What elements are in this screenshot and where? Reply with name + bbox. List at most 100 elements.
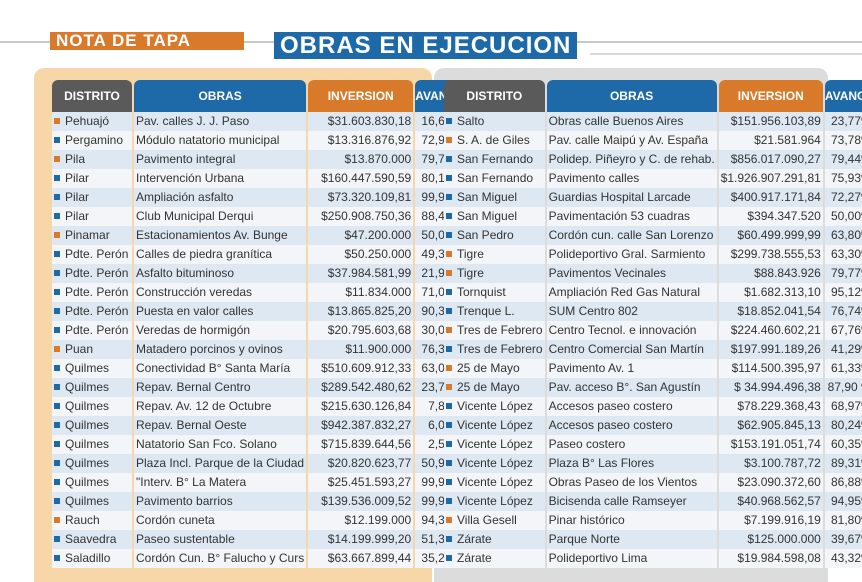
table-row: Tres de Febrero Centro Tecnol. e innovaci… [444, 321, 862, 340]
table-row: Salto Obras calle Buenos Aires $151.956.10… [444, 112, 862, 131]
square-bullet-icon [54, 383, 60, 390]
distrito-text: San Miguel [457, 190, 518, 204]
distrito-text: Puan [65, 342, 94, 356]
table-row: Tigre Polideportivo Gral. Sarmiento $299.7… [444, 245, 862, 264]
distrito-text: 25 de Mayo [457, 380, 520, 394]
distrito-cell: Tornquist [444, 283, 545, 302]
table-row: Puan Matadero porcinos y ovinos $11.900.00… [52, 340, 465, 359]
page-title: OBRAS EN EJECUCION [274, 32, 578, 59]
obra-cell: Conectividad B° Santa María [134, 359, 307, 378]
table-row: San Miguel Pavimentación 53 cuadras $394.3… [444, 207, 862, 226]
distrito-text: Pdte. Perón [65, 323, 129, 337]
avance-cell: 68,97% [824, 397, 862, 416]
inversion-cell: $1.926.907.291,81 [718, 169, 823, 188]
distrito-text: Vicente López [457, 399, 533, 413]
distrito-text: Quilmes [65, 437, 110, 451]
distrito-text: Pilar [65, 171, 90, 185]
distrito-cell: Rauch [52, 511, 132, 530]
square-bullet-icon [54, 345, 60, 352]
table-body-right: Salto Obras calle Buenos Aires $151.956.10… [444, 112, 862, 568]
square-bullet-icon [446, 288, 452, 295]
distrito-text: Pdte. Perón [65, 304, 129, 318]
distrito-cell: Vicente López [444, 435, 545, 454]
inversion-cell: $88.843.926 [718, 264, 823, 283]
avance-cell: 76,74% [824, 302, 862, 321]
distrito-cell: Vicente López [444, 416, 545, 435]
inversion-cell: $715.839.644,56 [308, 435, 414, 454]
distrito-cell: Pdte. Perón [52, 302, 132, 321]
table-row: San Miguel Guardias Hospital Larcade $400.… [444, 188, 862, 207]
distrito-text: Quilmes [65, 361, 110, 375]
inversion-cell: $400.917.171,84 [718, 188, 823, 207]
obra-cell: Polideportivo Gral. Sarmiento [546, 245, 717, 264]
inversion-cell: $125.000.000 [718, 530, 823, 549]
obra-cell: Obras calle Buenos Aires [546, 112, 717, 131]
obra-cell: Módulo natatorio municipal [134, 131, 307, 150]
works-table-right: DISTRITO OBRAS INVERSION AVANCE Salto Obr… [442, 80, 862, 568]
distrito-cell: San Fernando [444, 150, 545, 169]
distrito-text: Tigre [457, 266, 484, 280]
table-row: Quilmes Conectividad B° Santa María $510.6… [52, 359, 465, 378]
avance-cell: 79,44% [824, 150, 862, 169]
distrito-text: Pdte. Perón [65, 247, 129, 261]
table-row: Pilar Club Municipal Derqui $250.908.750,3… [52, 207, 465, 226]
distrito-cell: Saavedra [52, 530, 132, 549]
inversion-cell: $114.500.395,97 [718, 359, 823, 378]
square-bullet-icon [54, 269, 60, 276]
table-row: Pdte. Perón Veredas de hormigón $20.795.60… [52, 321, 465, 340]
table-row: Tornquist Ampliación Red Gas Natural $1.68… [444, 283, 862, 302]
table-row: Saavedra Paseo sustentable $14.199.999,20 5… [52, 530, 465, 549]
distrito-cell: Pdte. Perón [52, 321, 132, 340]
distrito-cell: Vicente López [444, 473, 545, 492]
inversion-cell: $37.984.581,99 [308, 264, 414, 283]
table-row: Quilmes Repav. Bernal Centro $289.542.480,… [52, 378, 465, 397]
distrito-text: Pila [65, 152, 86, 166]
section-label: NOTA DE TAPA [50, 32, 244, 50]
distrito-text: Quilmes [65, 456, 110, 470]
obra-cell: Polideportivo Lima [546, 549, 717, 568]
inversion-cell: $14.199.999,20 [308, 530, 414, 549]
distrito-cell: Pilar [52, 188, 132, 207]
distrito-cell: Vicente López [444, 492, 545, 511]
distrito-text: San Pedro [457, 228, 514, 242]
obra-cell: Pav. acceso B°. San Agustín [546, 378, 717, 397]
table-row: Saladillo Cordón Cun. B° Falucho y Curs $6… [52, 549, 465, 568]
inversion-cell: $62.905.845,13 [718, 416, 823, 435]
table-row: 25 de Mayo Pavimento Av. 1 $114.500.395,97… [444, 359, 862, 378]
square-bullet-icon [54, 554, 60, 561]
inversion-cell: $215.630.126,84 [308, 397, 414, 416]
distrito-cell: Pergamino [52, 131, 132, 150]
avance-cell: 23,77% [824, 112, 862, 131]
square-bullet-icon [446, 516, 452, 523]
inversion-cell: $78.229.368,43 [718, 397, 823, 416]
obra-cell: "Interv. B° La Matera [134, 473, 307, 492]
distrito-cell: Quilmes [52, 473, 132, 492]
distrito-text: Zárate [457, 532, 492, 546]
square-bullet-icon [446, 554, 452, 561]
distrito-cell: San Fernando [444, 169, 545, 188]
inversion-cell: $11.834.000 [308, 283, 414, 302]
table-row: Pilar Ampliación asfalto $73.320.109,81 99,… [52, 188, 465, 207]
square-bullet-icon [54, 326, 60, 333]
avance-cell: 75,93% [824, 169, 862, 188]
distrito-cell: San Miguel [444, 188, 545, 207]
inversion-cell: $60.499.999,99 [718, 226, 823, 245]
square-bullet-icon [446, 269, 452, 276]
square-bullet-icon [446, 193, 452, 200]
distrito-cell: Quilmes [52, 416, 132, 435]
square-bullet-icon [446, 345, 452, 352]
avance-cell: 79,77% [824, 264, 862, 283]
distrito-text: Tres de Febrero [457, 323, 543, 337]
obra-cell: Pavimento barrios [134, 492, 307, 511]
table-row: Vicente López Paseo costero $153.191.051,7… [444, 435, 862, 454]
table-row: Quilmes Pavimento barrios $139.536.009,52 9… [52, 492, 465, 511]
avance-cell: 43,32% [824, 549, 862, 568]
inversion-cell: $20.820.623,77 [308, 454, 414, 473]
square-bullet-icon [54, 364, 60, 371]
distrito-text: Quilmes [65, 418, 110, 432]
obra-cell: Veredas de hormigón [134, 321, 307, 340]
obra-cell: Club Municipal Derqui [134, 207, 307, 226]
distrito-cell: Puan [52, 340, 132, 359]
distrito-cell: Quilmes [52, 454, 132, 473]
